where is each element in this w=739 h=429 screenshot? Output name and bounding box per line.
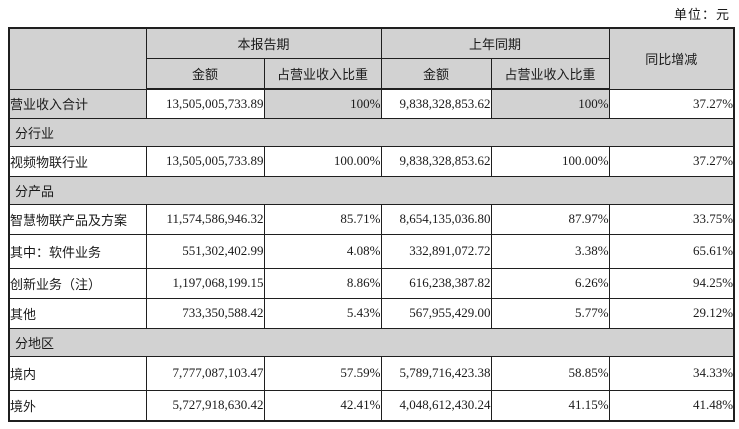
prior-amount-header: 金额 xyxy=(380,57,492,90)
section-row-by-product: 分产品 xyxy=(8,175,735,205)
row-label: 视频物联行业 xyxy=(8,145,147,177)
current-pct: 5.43% xyxy=(263,297,382,329)
prior-amount: 5,789,716,423.38 xyxy=(380,355,492,391)
current-pct-header: 占营业收入比重 xyxy=(263,57,382,90)
current-amount: 5,727,918,630.42 xyxy=(145,389,265,422)
row-label: 其中：软件业务 xyxy=(8,233,147,269)
row-label: 营业收入合计 xyxy=(8,88,147,119)
revenue-breakdown-table: 本报告期 上年同期 同比增减 金额 占营业收入比重 金额 占营业收入比重 营业收… xyxy=(8,27,736,422)
yoy-change-header: 同比增减 xyxy=(608,27,735,90)
yoy-value: 37.27% xyxy=(608,88,735,119)
prior-period-header: 上年同期 xyxy=(380,27,610,59)
section-label: 分地区 xyxy=(8,327,735,357)
current-pct: 100% xyxy=(263,88,382,119)
header-row-periods: 本报告期 上年同期 同比增减 xyxy=(8,27,735,90)
current-pct: 85.71% xyxy=(263,203,382,235)
yoy-value: 33.75% xyxy=(608,203,735,235)
prior-pct-header: 占营业收入比重 xyxy=(490,57,610,90)
current-pct: 4.08% xyxy=(263,233,382,269)
prior-amount: 9,838,328,853.62 xyxy=(380,88,492,119)
current-amount: 1,197,068,199.15 xyxy=(145,267,265,299)
current-amount-header: 金额 xyxy=(145,57,265,90)
prior-pct: 58.85% xyxy=(490,355,610,391)
current-amount: 13,505,005,733.89 xyxy=(145,145,265,177)
yoy-value: 41.48% xyxy=(608,389,735,422)
current-amount: 733,350,588.42 xyxy=(145,297,265,329)
table-row-other: 其他 733,350,588.42 5.43% 567,955,429.00 5… xyxy=(8,297,735,329)
current-pct: 100.00% xyxy=(263,145,382,177)
table-row-overseas: 境外 5,727,918,630.42 42.41% 4,048,612,430… xyxy=(8,389,735,422)
table-row-domestic: 境内 7,777,087,103.47 57.59% 5,789,716,423… xyxy=(8,355,735,391)
table-row-software: 其中：软件业务 551,302,402.99 4.08% 332,891,072… xyxy=(8,233,735,269)
current-amount: 13,505,005,733.89 xyxy=(145,88,265,119)
prior-pct: 41.15% xyxy=(490,389,610,422)
yoy-value: 65.61% xyxy=(608,233,735,269)
row-label: 智慧物联产品及方案 xyxy=(8,203,147,235)
prior-pct: 87.97% xyxy=(490,203,610,235)
table-row-total-revenue: 营业收入合计 13,505,005,733.89 100% 9,838,328,… xyxy=(8,88,735,119)
row-label: 境内 xyxy=(8,355,147,391)
section-label: 分行业 xyxy=(8,117,735,147)
yoy-value: 29.12% xyxy=(608,297,735,329)
current-amount: 551,302,402.99 xyxy=(145,233,265,269)
prior-amount: 332,891,072.72 xyxy=(380,233,492,269)
row-label: 境外 xyxy=(8,389,147,422)
row-label: 创新业务（注） xyxy=(8,267,147,299)
prior-pct: 100.00% xyxy=(490,145,610,177)
table-row-smart-iot: 智慧物联产品及方案 11,574,586,946.32 85.71% 8,654… xyxy=(8,203,735,235)
current-pct: 42.41% xyxy=(263,389,382,422)
unit-label: 单位：元 xyxy=(673,7,730,22)
prior-amount: 8,654,135,036.80 xyxy=(380,203,492,235)
blank-corner-cell xyxy=(8,27,147,90)
header-row-metrics: 金额 占营业收入比重 金额 占营业收入比重 xyxy=(9,57,734,90)
section-row-by-region: 分地区 xyxy=(8,327,735,357)
yoy-value: 94.25% xyxy=(608,267,735,299)
prior-amount: 9,838,328,853.62 xyxy=(380,145,492,177)
current-amount: 11,574,586,946.32 xyxy=(145,203,265,235)
section-label: 分产品 xyxy=(8,175,735,205)
prior-amount: 616,238,387.82 xyxy=(380,267,492,299)
table-row-innovation: 创新业务（注） 1,197,068,199.15 8.86% 616,238,3… xyxy=(8,267,735,299)
prior-pct: 100% xyxy=(490,88,610,119)
prior-pct: 3.38% xyxy=(490,233,610,269)
yoy-value: 34.33% xyxy=(608,355,735,391)
table-row-video-iot: 视频物联行业 13,505,005,733.89 100.00% 9,838,3… xyxy=(8,145,735,177)
prior-pct: 5.77% xyxy=(490,297,610,329)
current-pct: 8.86% xyxy=(263,267,382,299)
row-label: 其他 xyxy=(8,297,147,329)
section-row-by-industry: 分行业 xyxy=(8,117,735,147)
current-pct: 57.59% xyxy=(263,355,382,391)
current-amount: 7,777,087,103.47 xyxy=(145,355,265,391)
prior-amount: 4,048,612,430.24 xyxy=(380,389,492,422)
prior-amount: 567,955,429.00 xyxy=(380,297,492,329)
yoy-value: 37.27% xyxy=(608,145,735,177)
current-period-header: 本报告期 xyxy=(145,27,382,59)
prior-pct: 6.26% xyxy=(490,267,610,299)
